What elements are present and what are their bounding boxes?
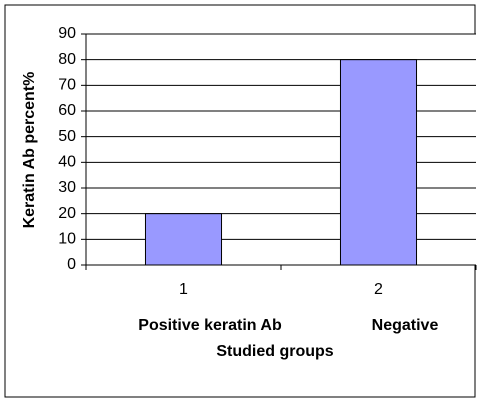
- bar: [339, 59, 418, 266]
- y-tick-label: 0: [67, 256, 76, 273]
- y-tick-label: 10: [58, 231, 76, 248]
- plot-area: [86, 34, 476, 265]
- y-tick-label: 20: [58, 205, 76, 222]
- y-axis-label: Keratin Ab percent%: [21, 72, 38, 229]
- y-tick-label: 30: [58, 179, 76, 196]
- y-tick-label: 40: [58, 154, 76, 171]
- x-tick-label: 2: [374, 281, 383, 298]
- x-tick-label: 1: [179, 281, 188, 298]
- y-tick-label: 80: [58, 51, 76, 68]
- y-tick-label: 60: [58, 102, 76, 119]
- annotation: Positive keratin Ab: [138, 317, 282, 334]
- x-axis-label: Studied groups: [216, 343, 333, 360]
- y-tick-label: 50: [58, 128, 76, 145]
- y-tick-label: 90: [58, 25, 76, 42]
- bar: [144, 213, 223, 266]
- annotation: Negative: [372, 317, 439, 334]
- y-tick-label: 70: [58, 77, 76, 94]
